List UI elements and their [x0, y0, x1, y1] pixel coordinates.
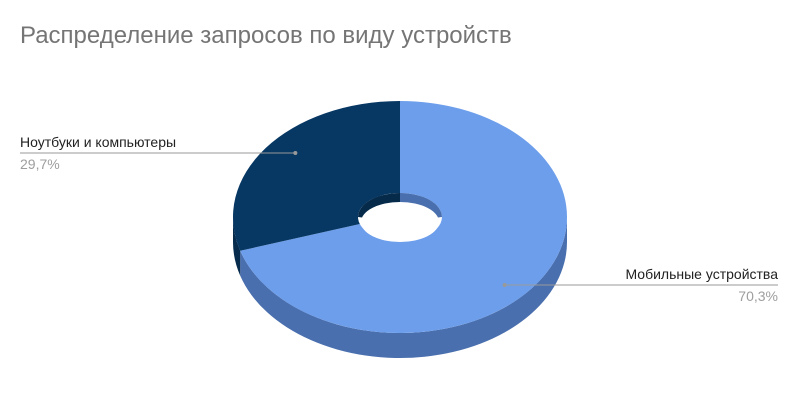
slice-value-mobile: 70,3%: [738, 288, 778, 304]
slice-value-laptop: 29,7%: [20, 156, 60, 172]
slice-laptop[interactable]: [233, 101, 400, 251]
slice-label-mobile: Мобильные устройства: [625, 266, 778, 282]
slice-label-laptop: Ноутбуки и компьютеры: [20, 134, 176, 150]
leader-dot-laptop: [293, 151, 298, 155]
donut-hole: [361, 202, 439, 242]
chart-title: Распределение запросов по виду устройств: [20, 22, 512, 49]
leader-dot-mobile: [502, 283, 507, 287]
slice-side-mobile: [240, 217, 568, 358]
slice-mobile[interactable]: [240, 101, 568, 333]
slice-side-laptop: [233, 217, 241, 276]
